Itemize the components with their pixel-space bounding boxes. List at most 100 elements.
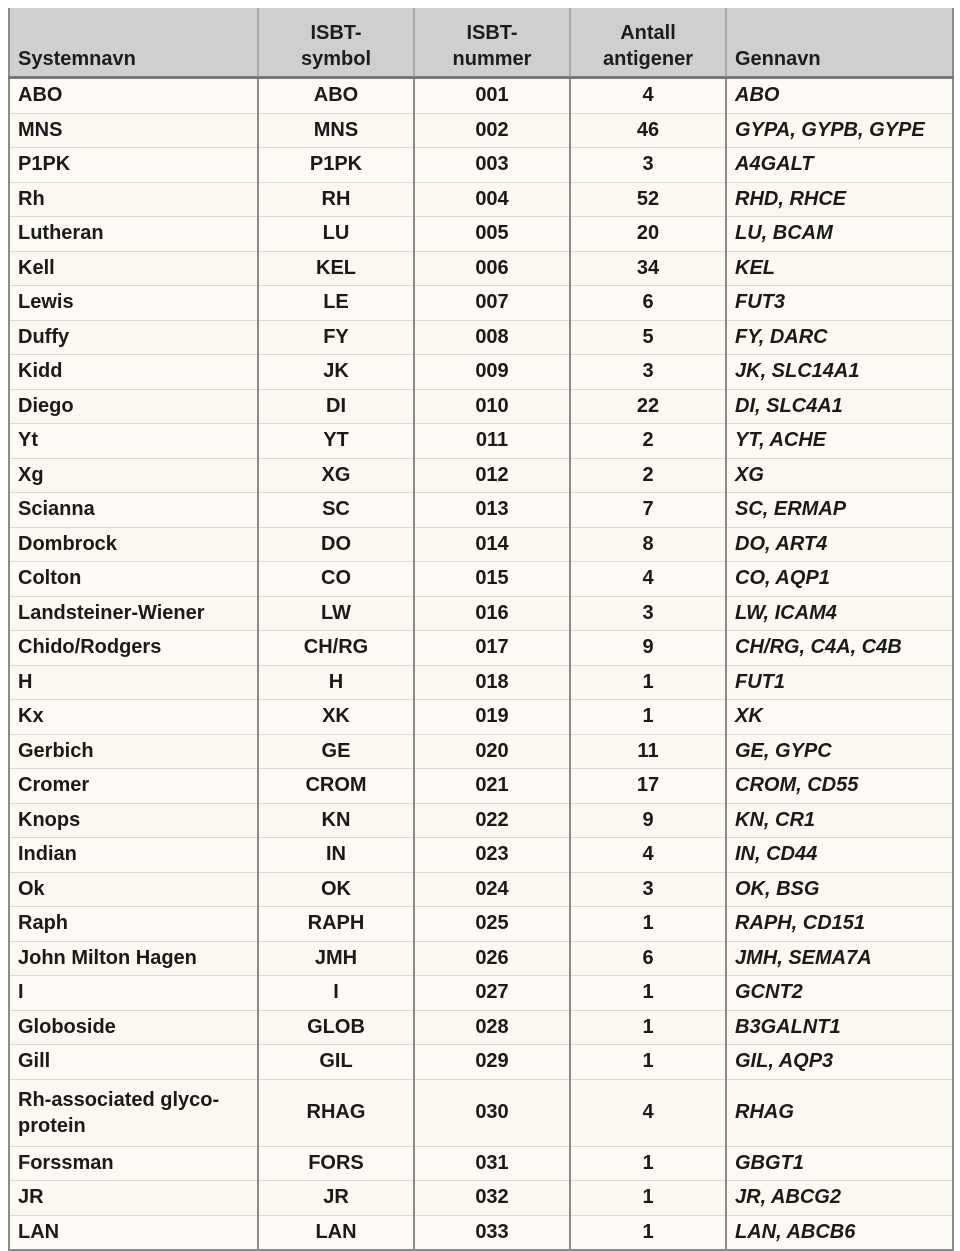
cell-system-name: Gerbich [8, 734, 258, 769]
cell-isbt-symbol: RH [257, 182, 414, 217]
cell-isbt-number: 031 [413, 1146, 570, 1181]
cell-isbt-number: 026 [413, 941, 570, 976]
cell-isbt-number: 024 [413, 872, 570, 907]
cell-isbt-number: 025 [413, 906, 570, 942]
cell-system-name: Kell [8, 251, 258, 286]
cell-isbt-symbol: JMH [257, 941, 414, 976]
cell-system-name: Ok [8, 872, 258, 907]
cell-gene-name: DI, SLC4A1 [725, 389, 953, 424]
cell-system-name: Kx [8, 699, 258, 735]
cell-gene-name: CROM, CD55 [725, 768, 953, 804]
cell-isbt-number: 010 [413, 389, 570, 424]
cell-isbt-symbol: KN [257, 803, 414, 838]
cell-antigen-count: 4 [569, 837, 726, 873]
cell-isbt-number: 029 [413, 1044, 570, 1080]
table-row: MNS MNS 002 46 GYPA, GYPB, GYPE [8, 113, 953, 148]
table-row: Yt YT 011 2 YT, ACHE [8, 423, 953, 459]
table-row: Knops KN 022 9 KN, CR1 [8, 803, 953, 838]
cell-system-name: Forssman [8, 1146, 258, 1181]
header-isbt-symbol: ISBT-symbol [257, 8, 414, 79]
table-row: Rh-associated glyco-protein RHAG 030 4 RHAG [8, 1079, 953, 1147]
cell-antigen-count: 1 [569, 1180, 726, 1216]
table-row: JR JR 032 1 JR, ABCG2 [8, 1180, 953, 1216]
cell-antigen-count: 4 [569, 77, 726, 114]
cell-antigen-count: 3 [569, 354, 726, 390]
cell-isbt-number: 015 [413, 561, 570, 597]
cell-isbt-symbol: CO [257, 561, 414, 597]
cell-isbt-symbol: LU [257, 216, 414, 252]
table-row: Lutheran LU 005 20 LU, BCAM [8, 216, 953, 252]
cell-isbt-symbol: DI [257, 389, 414, 424]
cell-system-name: P1PK [8, 147, 258, 183]
cell-isbt-number: 017 [413, 630, 570, 666]
cell-system-name: Duffy [8, 320, 258, 355]
header-gene-name: Gennavn [725, 8, 953, 79]
table-row: Diego DI 010 22 DI, SLC4A1 [8, 389, 953, 424]
cell-antigen-count: 1 [569, 1146, 726, 1181]
table-row: Ok OK 024 3 OK, BSG [8, 872, 953, 907]
cell-antigen-count: 1 [569, 906, 726, 942]
cell-isbt-number: 005 [413, 216, 570, 252]
cell-isbt-number: 028 [413, 1010, 570, 1045]
cell-isbt-symbol: GLOB [257, 1010, 414, 1045]
cell-system-name: Gill [8, 1044, 258, 1080]
cell-gene-name: RHD, RHCE [725, 182, 953, 217]
cell-isbt-symbol: JR [257, 1180, 414, 1216]
cell-gene-name: JMH, SEMA7A [725, 941, 953, 976]
cell-isbt-number: 003 [413, 147, 570, 183]
cell-gene-name: KN, CR1 [725, 803, 953, 838]
cell-antigen-count: 9 [569, 803, 726, 838]
cell-isbt-symbol: XK [257, 699, 414, 735]
cell-isbt-number: 030 [413, 1079, 570, 1147]
cell-system-name: Landsteiner-Wiener [8, 596, 258, 631]
table-row: Kell KEL 006 34 KEL [8, 251, 953, 286]
cell-isbt-number: 019 [413, 699, 570, 735]
cell-isbt-number: 011 [413, 423, 570, 459]
cell-antigen-count: 1 [569, 1010, 726, 1045]
cell-antigen-count: 34 [569, 251, 726, 286]
table-header: Systemnavn ISBT-symbol ISBT-nummer Antal… [8, 8, 953, 79]
cell-system-name: John Milton Hagen [8, 941, 258, 976]
cell-isbt-number: 001 [413, 77, 570, 114]
cell-gene-name: DO, ART4 [725, 527, 953, 562]
table-row: Forssman FORS 031 1 GBGT1 [8, 1146, 953, 1181]
cell-antigen-count: 2 [569, 458, 726, 493]
cell-system-name: Yt [8, 423, 258, 459]
cell-isbt-number: 033 [413, 1215, 570, 1251]
cell-system-name: Rh [8, 182, 258, 217]
cell-gene-name: IN, CD44 [725, 837, 953, 873]
cell-isbt-number: 002 [413, 113, 570, 148]
cell-gene-name: KEL [725, 251, 953, 286]
cell-isbt-symbol: JK [257, 354, 414, 390]
cell-gene-name: FY, DARC [725, 320, 953, 355]
header-antigen-count: Antall antigener [569, 8, 726, 79]
cell-system-name: Colton [8, 561, 258, 597]
table-body: ABO ABO 001 4 ABO MNS MNS 002 46 GYPA, GYPB, GYPE… [8, 77, 953, 1251]
cell-isbt-symbol: DO [257, 527, 414, 562]
table-row: Scianna SC 013 7 SC, ERMAP [8, 492, 953, 528]
cell-gene-name: JR, ABCG2 [725, 1180, 953, 1216]
cell-gene-name: XK [725, 699, 953, 735]
table-row: Raph RAPH 025 1 RAPH, CD151 [8, 906, 953, 942]
cell-isbt-number: 021 [413, 768, 570, 804]
cell-isbt-symbol: LE [257, 285, 414, 321]
cell-isbt-number: 032 [413, 1180, 570, 1216]
table-row: Indian IN 023 4 IN, CD44 [8, 837, 953, 873]
cell-isbt-symbol: I [257, 975, 414, 1011]
cell-gene-name: ABO [725, 77, 953, 114]
cell-antigen-count: 20 [569, 216, 726, 252]
cell-isbt-number: 016 [413, 596, 570, 631]
cell-isbt-number: 012 [413, 458, 570, 493]
cell-gene-name: LW, ICAM4 [725, 596, 953, 631]
table-row: Rh RH 004 52 RHD, RHCE [8, 182, 953, 217]
cell-isbt-symbol: FY [257, 320, 414, 355]
cell-isbt-symbol: RHAG [257, 1079, 414, 1147]
cell-isbt-number: 020 [413, 734, 570, 769]
cell-antigen-count: 3 [569, 147, 726, 183]
cell-system-name: Cromer [8, 768, 258, 804]
cell-isbt-symbol: LW [257, 596, 414, 631]
cell-isbt-symbol: CH/RG [257, 630, 414, 666]
cell-antigen-count: 46 [569, 113, 726, 148]
table-row: Kidd JK 009 3 JK, SLC14A1 [8, 354, 953, 390]
cell-antigen-count: 6 [569, 941, 726, 976]
